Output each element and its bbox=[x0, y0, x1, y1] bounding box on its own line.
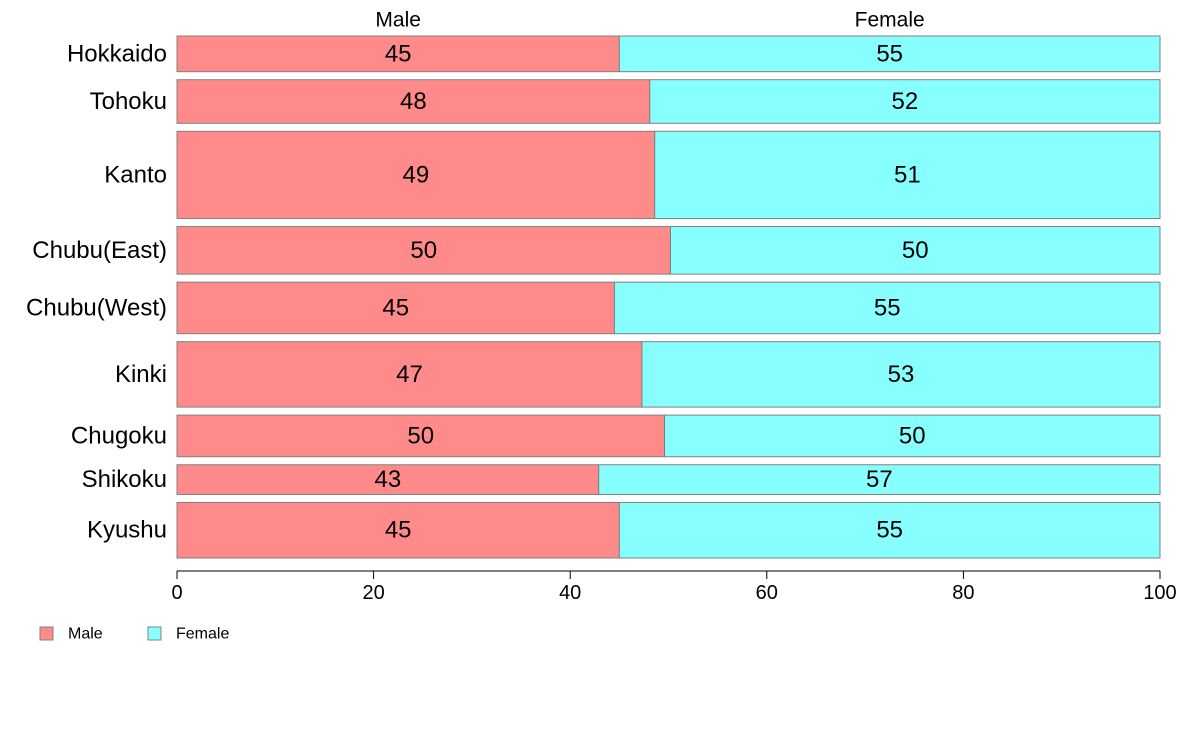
category-label-kanto: Kanto bbox=[104, 161, 167, 188]
legend: Male Female bbox=[40, 626, 229, 643]
mosaic-chart: Male Female 45 5548 5249 5150 5045 5547 5350 504… bbox=[0, 0, 1188, 736]
category-label-kyushu: Kyushu bbox=[87, 517, 167, 544]
legend-label-female: Female bbox=[176, 626, 229, 643]
column-headers: Male Female bbox=[375, 9, 924, 32]
data-label-hokkaido-female: 55 bbox=[876, 40, 903, 67]
x-tick-label-60: 60 bbox=[756, 582, 778, 604]
data-label-chubu-east-male: 50 bbox=[410, 237, 437, 264]
category-label-chubu-west: Chubu(West) bbox=[26, 294, 167, 321]
data-label-shikoku-male: 43 bbox=[375, 466, 402, 493]
legend-swatch-male bbox=[40, 627, 53, 640]
category-label-hokkaido: Hokkaido bbox=[67, 40, 167, 67]
x-axis: 0 20 40 60 80 100 bbox=[171, 571, 1176, 604]
legend-swatch-female bbox=[148, 627, 161, 640]
data-label-shikoku-female: 57 bbox=[866, 466, 893, 493]
data-label-kyushu-female: 55 bbox=[876, 517, 903, 544]
category-label-shikoku: Shikoku bbox=[82, 466, 167, 493]
data-label-chubu-east-female: 50 bbox=[902, 237, 929, 264]
x-tick-label-0: 0 bbox=[171, 582, 182, 604]
data-label-chugoku-female: 50 bbox=[899, 422, 926, 449]
data-label-tohoku-male: 48 bbox=[400, 88, 427, 115]
x-tick-label-100: 100 bbox=[1143, 582, 1176, 604]
category-labels: Hokkaido Tohoku Kanto Chubu(East) Chubu(West… bbox=[26, 40, 167, 543]
data-label-chubu-west-female: 55 bbox=[874, 294, 901, 321]
data-label-tohoku-female: 52 bbox=[892, 88, 919, 115]
data-label-kinki-male: 47 bbox=[396, 361, 423, 388]
legend-label-male: Male bbox=[68, 626, 103, 643]
data-label-kyushu-male: 45 bbox=[385, 517, 412, 544]
category-label-chugoku: Chugoku bbox=[71, 422, 167, 449]
x-tick-label-80: 80 bbox=[952, 582, 974, 604]
data-label-hokkaido-male: 45 bbox=[385, 40, 412, 67]
data-label-chubu-west-male: 45 bbox=[382, 294, 409, 321]
category-label-tohoku: Tohoku bbox=[90, 88, 167, 115]
category-label-kinki: Kinki bbox=[115, 361, 167, 388]
data-label-chugoku-male: 50 bbox=[407, 422, 434, 449]
data-label-kanto-male: 49 bbox=[403, 161, 430, 188]
x-tick-label-20: 20 bbox=[362, 582, 384, 604]
category-label-chubu-east: Chubu(East) bbox=[32, 237, 167, 264]
data-label-kinki-female: 53 bbox=[888, 361, 915, 388]
column-header-female: Female bbox=[855, 9, 925, 32]
column-header-male: Male bbox=[375, 9, 421, 32]
x-tick-label-40: 40 bbox=[559, 582, 581, 604]
data-label-kanto-female: 51 bbox=[894, 161, 921, 188]
